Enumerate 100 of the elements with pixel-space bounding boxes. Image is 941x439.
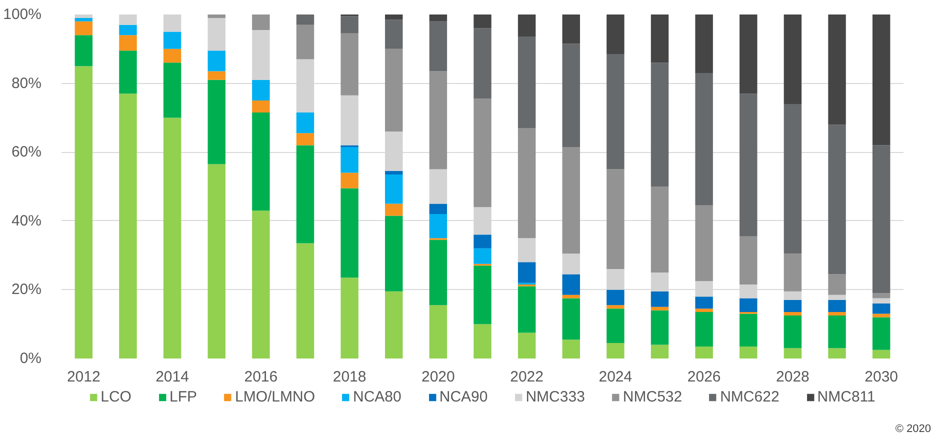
bar [872, 293, 890, 298]
bar [740, 236, 758, 285]
bar [784, 348, 802, 358]
bar [429, 214, 448, 238]
bar [208, 164, 226, 358]
bar [872, 14, 890, 146]
bar [562, 298, 580, 340]
legend-label: NMC532 [622, 388, 682, 406]
bar [606, 54, 624, 170]
bar [695, 296, 713, 309]
bar [828, 316, 846, 348]
y-tick-label: 80% [11, 74, 42, 92]
bar [695, 14, 713, 73]
legend-label: LMO/LMNO [234, 388, 316, 406]
bar [208, 80, 226, 164]
bar [606, 169, 624, 270]
bar [429, 21, 448, 72]
bar [208, 18, 226, 51]
bar [650, 186, 669, 272]
bar [518, 262, 536, 283]
bar [474, 324, 492, 358]
bar [784, 316, 802, 348]
bar [340, 278, 358, 358]
y-tick-label: 20% [11, 281, 42, 298]
bar [784, 254, 802, 292]
x-tick-label: 2022 [510, 368, 544, 386]
bar [606, 290, 624, 306]
bar [606, 343, 624, 358]
bar [74, 14, 93, 18]
bar [340, 95, 358, 146]
bar [695, 312, 713, 346]
bar [740, 346, 758, 358]
bar [606, 308, 624, 344]
bar [695, 205, 713, 282]
bar [429, 240, 448, 306]
bar [562, 254, 580, 274]
bar [429, 71, 448, 170]
bar [872, 350, 890, 358]
bar [163, 48, 182, 63]
y-tick-label: 100% [3, 6, 42, 23]
x-tick-label: 2014 [156, 368, 189, 386]
bar [740, 94, 758, 236]
bar [650, 344, 669, 358]
bar [252, 14, 270, 30]
bar [695, 72, 713, 206]
bar [296, 14, 314, 25]
y-tick-label: 0% [20, 350, 42, 367]
bar [872, 303, 890, 314]
bar [474, 234, 492, 248]
bar [518, 14, 536, 37]
bar [252, 30, 270, 80]
bar [740, 298, 758, 312]
bar [518, 286, 536, 333]
legend-label: LCO [100, 388, 132, 406]
bar [828, 300, 846, 312]
bar [252, 100, 270, 113]
bar [163, 14, 182, 32]
y-tick-label: 60% [11, 144, 42, 161]
legend-label: NMC333 [526, 388, 585, 406]
legend-label: NCA90 [439, 388, 488, 406]
bar [340, 172, 358, 188]
bar [385, 20, 403, 49]
legend-label: NMC622 [720, 388, 780, 406]
bar [429, 305, 448, 358]
bar [650, 310, 669, 345]
bar [74, 66, 93, 358]
y-tick-label: 40% [11, 212, 42, 230]
bar [828, 124, 846, 274]
text: © 2020 [895, 422, 931, 437]
bar [296, 243, 314, 358]
bar [828, 312, 846, 316]
bar [296, 145, 314, 244]
bar [385, 216, 403, 292]
bar [518, 332, 536, 358]
bar [784, 14, 802, 104]
x-tick-label: 2026 [687, 368, 721, 386]
x-tick-label: 2030 [864, 368, 898, 386]
bar [208, 71, 226, 80]
bar [119, 24, 137, 36]
bar [474, 28, 492, 99]
bar [385, 204, 403, 216]
bar [119, 94, 137, 358]
bar [119, 35, 137, 51]
bar [828, 294, 846, 300]
bar [562, 146, 580, 254]
legend-label: NCA80 [353, 388, 402, 406]
bar [650, 291, 669, 307]
bar [340, 33, 358, 96]
x-tick-label: 2028 [776, 368, 810, 386]
bar [208, 14, 226, 18]
bar [340, 146, 358, 173]
bar [828, 274, 846, 295]
bar [872, 298, 890, 304]
bar [562, 340, 580, 358]
legend-label: NMC811 [817, 388, 876, 406]
bar [385, 291, 403, 358]
bar [872, 317, 890, 350]
bar [163, 118, 182, 358]
bar [119, 50, 137, 94]
x-tick-label: 2018 [332, 368, 366, 386]
